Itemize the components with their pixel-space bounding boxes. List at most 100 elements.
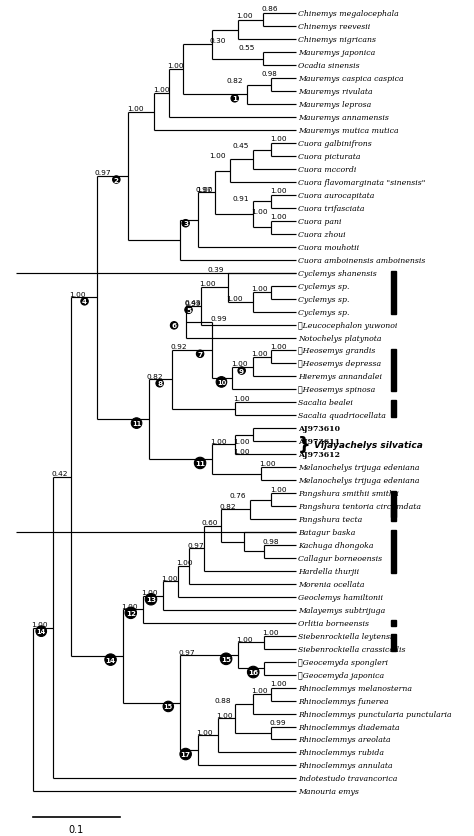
- Text: 0.98: 0.98: [261, 71, 277, 77]
- Text: 0.42: 0.42: [52, 471, 68, 477]
- Text: 0.99: 0.99: [270, 720, 286, 726]
- Text: Mauremys rivulata: Mauremys rivulata: [298, 88, 373, 96]
- Text: Cuora picturata: Cuora picturata: [298, 153, 361, 161]
- Text: 1.00: 1.00: [210, 438, 227, 444]
- Text: 9: 9: [239, 368, 244, 375]
- Text: 14: 14: [106, 657, 116, 663]
- Text: Mauremys japonica: Mauremys japonica: [298, 49, 375, 57]
- Text: ★Heosemys spinosa: ★Heosemys spinosa: [298, 386, 375, 394]
- Text: Mauremys annamensis: Mauremys annamensis: [298, 114, 389, 122]
- Text: 1.00: 1.00: [216, 712, 233, 718]
- Text: 5: 5: [186, 308, 191, 314]
- Text: 3: 3: [183, 221, 188, 227]
- Text: Cuora amboinensis amboinensis: Cuora amboinensis amboinensis: [298, 257, 426, 264]
- Text: Cyclemys sp.: Cyclemys sp.: [298, 283, 350, 290]
- Text: 1.00: 1.00: [234, 395, 250, 402]
- Text: Siebenrockiella leytensis: Siebenrockiella leytensis: [298, 632, 397, 640]
- Text: 10: 10: [217, 380, 226, 385]
- Text: }: }: [297, 436, 310, 454]
- Bar: [391, 619, 396, 626]
- Text: 1.00: 1.00: [199, 281, 216, 287]
- Text: 1.00: 1.00: [153, 87, 169, 93]
- Bar: [391, 401, 396, 418]
- Text: Pangshura tentoria circumdata: Pangshura tentoria circumdata: [298, 502, 421, 511]
- Text: 15: 15: [164, 704, 173, 710]
- Text: Manouria emys: Manouria emys: [298, 788, 359, 795]
- Text: Ocadia sinensis: Ocadia sinensis: [298, 62, 360, 70]
- Text: Melanochelys trijuga edeniana: Melanochelys trijuga edeniana: [298, 464, 420, 472]
- Text: Cuora trifasciata: Cuora trifasciata: [298, 205, 365, 212]
- Text: 1.00: 1.00: [251, 286, 267, 292]
- Text: Malayemys subtrijuga: Malayemys subtrijuga: [298, 606, 385, 614]
- Text: 0.45: 0.45: [233, 143, 249, 149]
- Text: Cuora zhoui: Cuora zhoui: [298, 231, 346, 238]
- Text: Mauremys caspica caspica: Mauremys caspica caspica: [298, 75, 404, 83]
- Text: 1.00: 1.00: [141, 589, 158, 595]
- Text: AJ973612: AJ973612: [298, 451, 340, 459]
- Bar: [391, 634, 396, 651]
- Text: Cuora flavomarginata "sinensis": Cuora flavomarginata "sinensis": [298, 179, 426, 186]
- Text: Rhinoclemmys melanosterna: Rhinoclemmys melanosterna: [298, 684, 412, 691]
- Text: 6: 6: [172, 323, 177, 329]
- Text: Orlitia borneensis: Orlitia borneensis: [298, 619, 369, 627]
- Text: Cyclemys shanensis: Cyclemys shanensis: [298, 269, 377, 278]
- Text: 1.00: 1.00: [237, 636, 253, 642]
- Text: 11: 11: [195, 461, 205, 466]
- Text: 1.00: 1.00: [260, 461, 276, 466]
- Text: 15: 15: [221, 656, 231, 662]
- Text: 1.00: 1.00: [234, 448, 250, 454]
- Text: 0.39: 0.39: [208, 266, 224, 273]
- Text: 0.97: 0.97: [187, 542, 204, 548]
- Text: Hardella thurjii: Hardella thurjii: [298, 568, 359, 575]
- Text: Sacalia bealei: Sacalia bealei: [298, 399, 353, 407]
- Text: 0.99: 0.99: [184, 300, 201, 306]
- Text: Chinemys megalocephala: Chinemys megalocephala: [298, 10, 399, 18]
- Text: 8: 8: [157, 380, 162, 387]
- Text: 2: 2: [114, 177, 119, 183]
- Text: Rhinoclemmys areolata: Rhinoclemmys areolata: [298, 736, 391, 743]
- Bar: [391, 530, 396, 573]
- Text: 0.97: 0.97: [95, 170, 111, 176]
- Text: Indotestudo travancorica: Indotestudo travancorica: [298, 774, 398, 782]
- Text: 12: 12: [126, 610, 136, 616]
- Text: 1.00: 1.00: [270, 344, 286, 350]
- Text: 0.43: 0.43: [184, 299, 201, 306]
- Text: 17: 17: [181, 751, 191, 757]
- Text: AJ973611: AJ973611: [298, 438, 340, 446]
- Text: Mauremys leprosa: Mauremys leprosa: [298, 101, 372, 109]
- Text: 0.1: 0.1: [69, 823, 84, 833]
- Text: Rhinoclemmys punctularia punctularia: Rhinoclemmys punctularia punctularia: [298, 710, 452, 717]
- Text: 1.00: 1.00: [176, 560, 192, 566]
- Text: 1.00: 1.00: [69, 292, 86, 298]
- Bar: [391, 272, 396, 314]
- Text: Mauremys mutica mutica: Mauremys mutica mutica: [298, 127, 399, 135]
- Text: Cuora mouhotii: Cuora mouhotii: [298, 243, 359, 252]
- Text: 0.86: 0.86: [262, 6, 278, 12]
- Text: 1.00: 1.00: [251, 350, 267, 356]
- Text: Cuora mccordi: Cuora mccordi: [298, 166, 356, 174]
- Text: ★Leucocephalon yuwonoi: ★Leucocephalon yuwonoi: [298, 321, 398, 329]
- Text: 1.00: 1.00: [127, 105, 143, 111]
- Text: 0.91: 0.91: [232, 196, 249, 201]
- Text: Cuora pani: Cuora pani: [298, 217, 342, 226]
- Text: 1.00: 1.00: [270, 188, 286, 194]
- Text: 0.76: 0.76: [229, 493, 246, 499]
- Text: 0.82: 0.82: [147, 374, 164, 380]
- Text: Pangshura tecta: Pangshura tecta: [298, 516, 363, 523]
- Text: Morenia ocellata: Morenia ocellata: [298, 580, 365, 589]
- Text: Notochelys platynota: Notochelys platynota: [298, 334, 382, 342]
- Text: AJ973610: AJ973610: [298, 425, 340, 433]
- Text: 16: 16: [248, 670, 258, 675]
- Text: Kachuga dhongoka: Kachuga dhongoka: [298, 542, 374, 549]
- Text: 1.00: 1.00: [196, 186, 213, 192]
- Text: Vijayachelys silvatica: Vijayachelys silvatica: [314, 441, 423, 450]
- Text: Rhinoclemmys diademata: Rhinoclemmys diademata: [298, 722, 400, 731]
- Text: Rhinoclemmys rubida: Rhinoclemmys rubida: [298, 748, 384, 757]
- Text: 1.00: 1.00: [231, 360, 247, 366]
- Text: 1.00: 1.00: [270, 136, 286, 142]
- Text: 14: 14: [36, 629, 46, 635]
- Text: 1.00: 1.00: [121, 603, 137, 609]
- Text: 0.98: 0.98: [263, 538, 279, 544]
- Text: 1.00: 1.00: [270, 681, 286, 686]
- Text: 0.30: 0.30: [210, 38, 227, 44]
